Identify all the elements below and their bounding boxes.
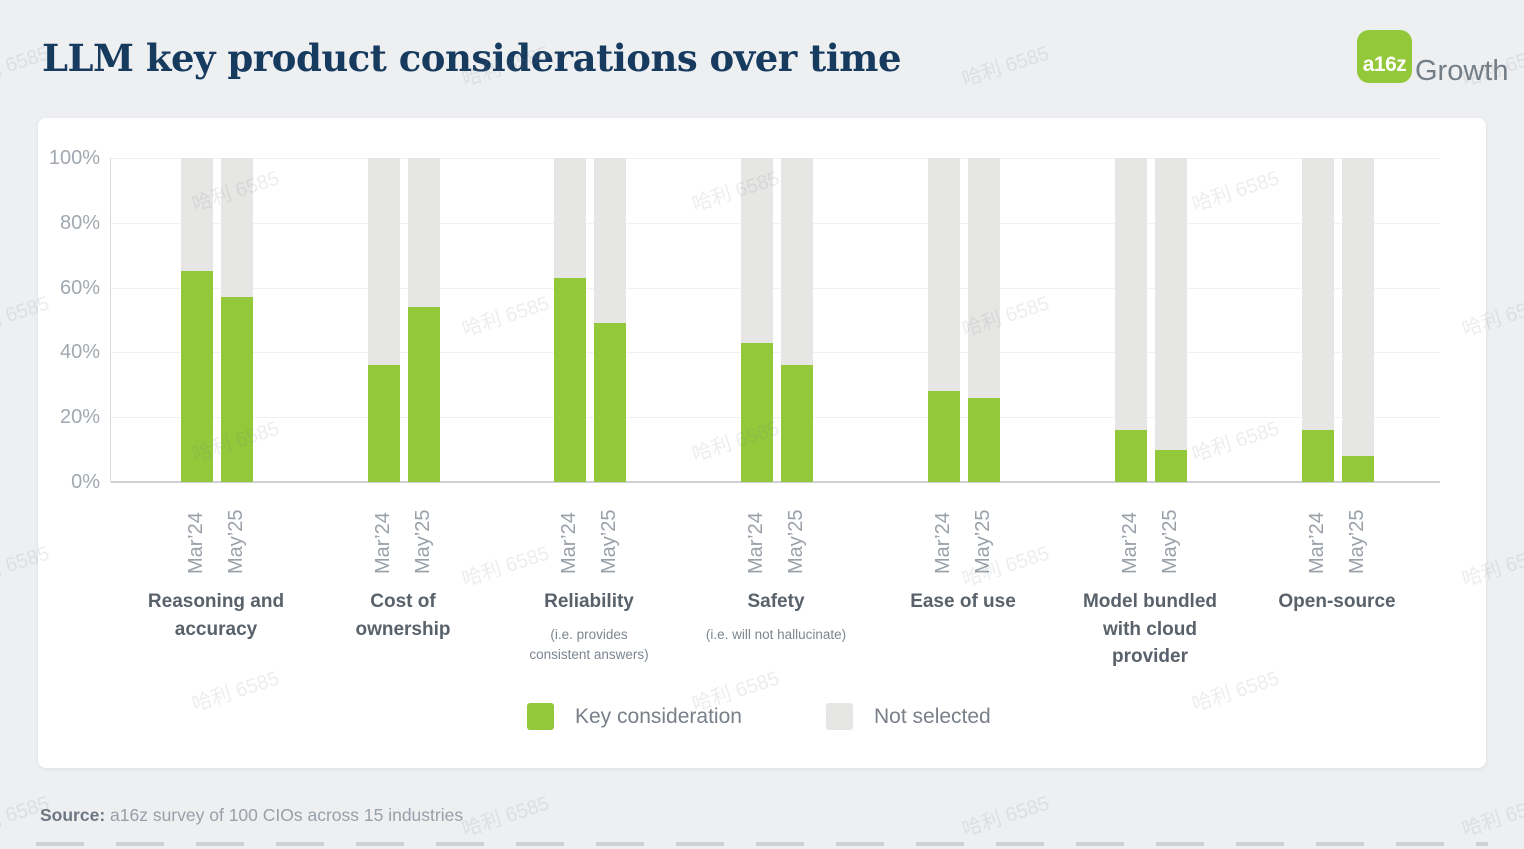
category-label: Model bundled with cloud provider	[1082, 591, 1218, 668]
legend-swatch-not-selected	[826, 703, 853, 730]
category-label: Reasoning and accuracy	[147, 591, 285, 640]
gridline-100	[111, 158, 1440, 159]
bar-key-consideration-2-0	[554, 277, 586, 482]
logo-growth-text: Growth	[1415, 55, 1509, 87]
gridline-20	[111, 417, 1440, 419]
bar-not-selected-2-1	[594, 158, 626, 482]
chart-card: 0% 20% 40% 60% 80% 100% Mar’24 May’25 Mar’24 May…	[38, 118, 1486, 768]
legend-label: Key consideration	[575, 705, 742, 728]
bar-not-selected-0-0	[181, 158, 213, 482]
y-axis-label-0: 0%	[71, 471, 100, 493]
period-label-0-1: May’25	[225, 509, 247, 574]
bottom-dashed-line	[36, 842, 1488, 846]
bar-not-selected-5-1	[1155, 158, 1187, 482]
bar-not-selected-3-1	[781, 158, 813, 482]
y-axis-label-60: 60%	[59, 276, 100, 299]
a16z-logo-badge: a16z	[1357, 30, 1412, 83]
watermark: 哈利 6585	[959, 42, 1053, 92]
page-title: LLM key product considerations over time	[42, 36, 902, 80]
period-label-0-0: Mar’24	[185, 512, 207, 574]
watermark: 哈利 6585	[459, 792, 553, 842]
category-label: Open-source	[1278, 591, 1396, 612]
period-label-3-1: May’25	[785, 509, 807, 574]
bar-not-selected-6-0	[1302, 158, 1334, 482]
category-label-block: Reliability (i.e. provides consistent answ…	[459, 588, 719, 666]
category-label-block: Cost of ownership	[273, 588, 533, 643]
bar-not-selected-4-0	[928, 158, 960, 482]
period-label-2-0: Mar’24	[558, 512, 580, 574]
period-label-1-1: May’25	[412, 509, 434, 574]
bar-key-consideration-0-0	[181, 271, 213, 482]
y-axis-label-40: 40%	[59, 341, 100, 364]
period-label-3-0: Mar’24	[745, 512, 767, 574]
bar-key-consideration-5-1	[1155, 449, 1187, 482]
period-label-5-0: Mar’24	[1119, 512, 1141, 574]
source-text: a16z survey of 100 CIOs across 15 indust…	[105, 805, 464, 825]
legend-label: Not selected	[874, 705, 991, 728]
bar-key-consideration-3-0	[741, 342, 773, 482]
category-label-block: Safety (i.e. will not hallucinate)	[646, 588, 906, 645]
bar-not-selected-4-1	[968, 158, 1000, 482]
category-label-block: Reasoning and accuracy	[86, 588, 346, 643]
bar-key-consideration-1-0	[368, 365, 400, 482]
category-label: Cost of ownership	[355, 591, 451, 640]
watermark: 哈利 6585	[959, 792, 1053, 842]
bar-not-selected-6-1	[1342, 158, 1374, 482]
category-sublabel: (i.e. provides consistent answers)	[529, 626, 649, 663]
gridline-80	[111, 222, 1440, 224]
bar-not-selected-5-0	[1115, 158, 1147, 482]
a16z-growth-logo: a16z Growth	[1357, 30, 1508, 87]
source-label: Source:	[40, 805, 106, 825]
bar-not-selected-0-1	[221, 158, 253, 482]
source-note: Source: a16z survey of 100 CIOs across 1…	[40, 805, 463, 826]
y-axis-label-20: 20%	[59, 406, 100, 429]
x-axis-line	[111, 481, 1440, 483]
period-label-4-0: Mar’24	[932, 512, 954, 574]
gridline-40	[111, 352, 1440, 354]
period-label-6-0: Mar’24	[1306, 512, 1328, 574]
watermark: 哈利 6585	[1459, 792, 1524, 842]
category-sublabel: (i.e. will not hallucinate)	[705, 626, 847, 642]
period-label-4-1: May’25	[972, 509, 994, 574]
legend-swatch-key-consideration	[527, 703, 554, 730]
period-label-6-1: May’25	[1346, 509, 1368, 574]
bar-key-consideration-3-1	[781, 365, 813, 482]
gridline-60	[111, 287, 1440, 289]
period-label-1-0: Mar’24	[372, 512, 394, 574]
bar-not-selected-1-1	[408, 158, 440, 482]
category-label: Reliability	[544, 591, 634, 612]
y-axis-label-100: 100%	[48, 147, 100, 169]
bar-key-consideration-2-1	[594, 323, 626, 482]
chart-legend: Key consideration Not selected	[38, 703, 1486, 731]
category-label: Ease of use	[910, 591, 1016, 612]
bar-not-selected-1-0	[368, 158, 400, 482]
bar-key-consideration-4-1	[968, 397, 1000, 482]
period-label-5-1: May’25	[1159, 509, 1181, 574]
category-label-block: Open-source	[1207, 588, 1467, 616]
plot-area	[110, 158, 1440, 483]
bar-key-consideration-6-0	[1302, 430, 1334, 482]
category-label-block: Model bundled with cloud provider	[1020, 588, 1280, 671]
bar-key-consideration-0-1	[221, 297, 253, 482]
bar-not-selected-2-0	[554, 158, 586, 482]
a16z-logo-text: a16z	[1362, 53, 1407, 76]
bar-key-consideration-6-1	[1342, 456, 1374, 482]
bar-key-consideration-4-0	[928, 391, 960, 482]
period-label-2-1: May’25	[598, 509, 620, 574]
category-label: Safety	[747, 591, 805, 612]
y-axis-label-80: 80%	[59, 211, 100, 234]
bar-key-consideration-1-1	[408, 307, 440, 482]
bar-key-consideration-5-0	[1115, 430, 1147, 482]
category-label-block: Ease of use	[833, 588, 1093, 616]
bar-not-selected-3-0	[741, 158, 773, 482]
